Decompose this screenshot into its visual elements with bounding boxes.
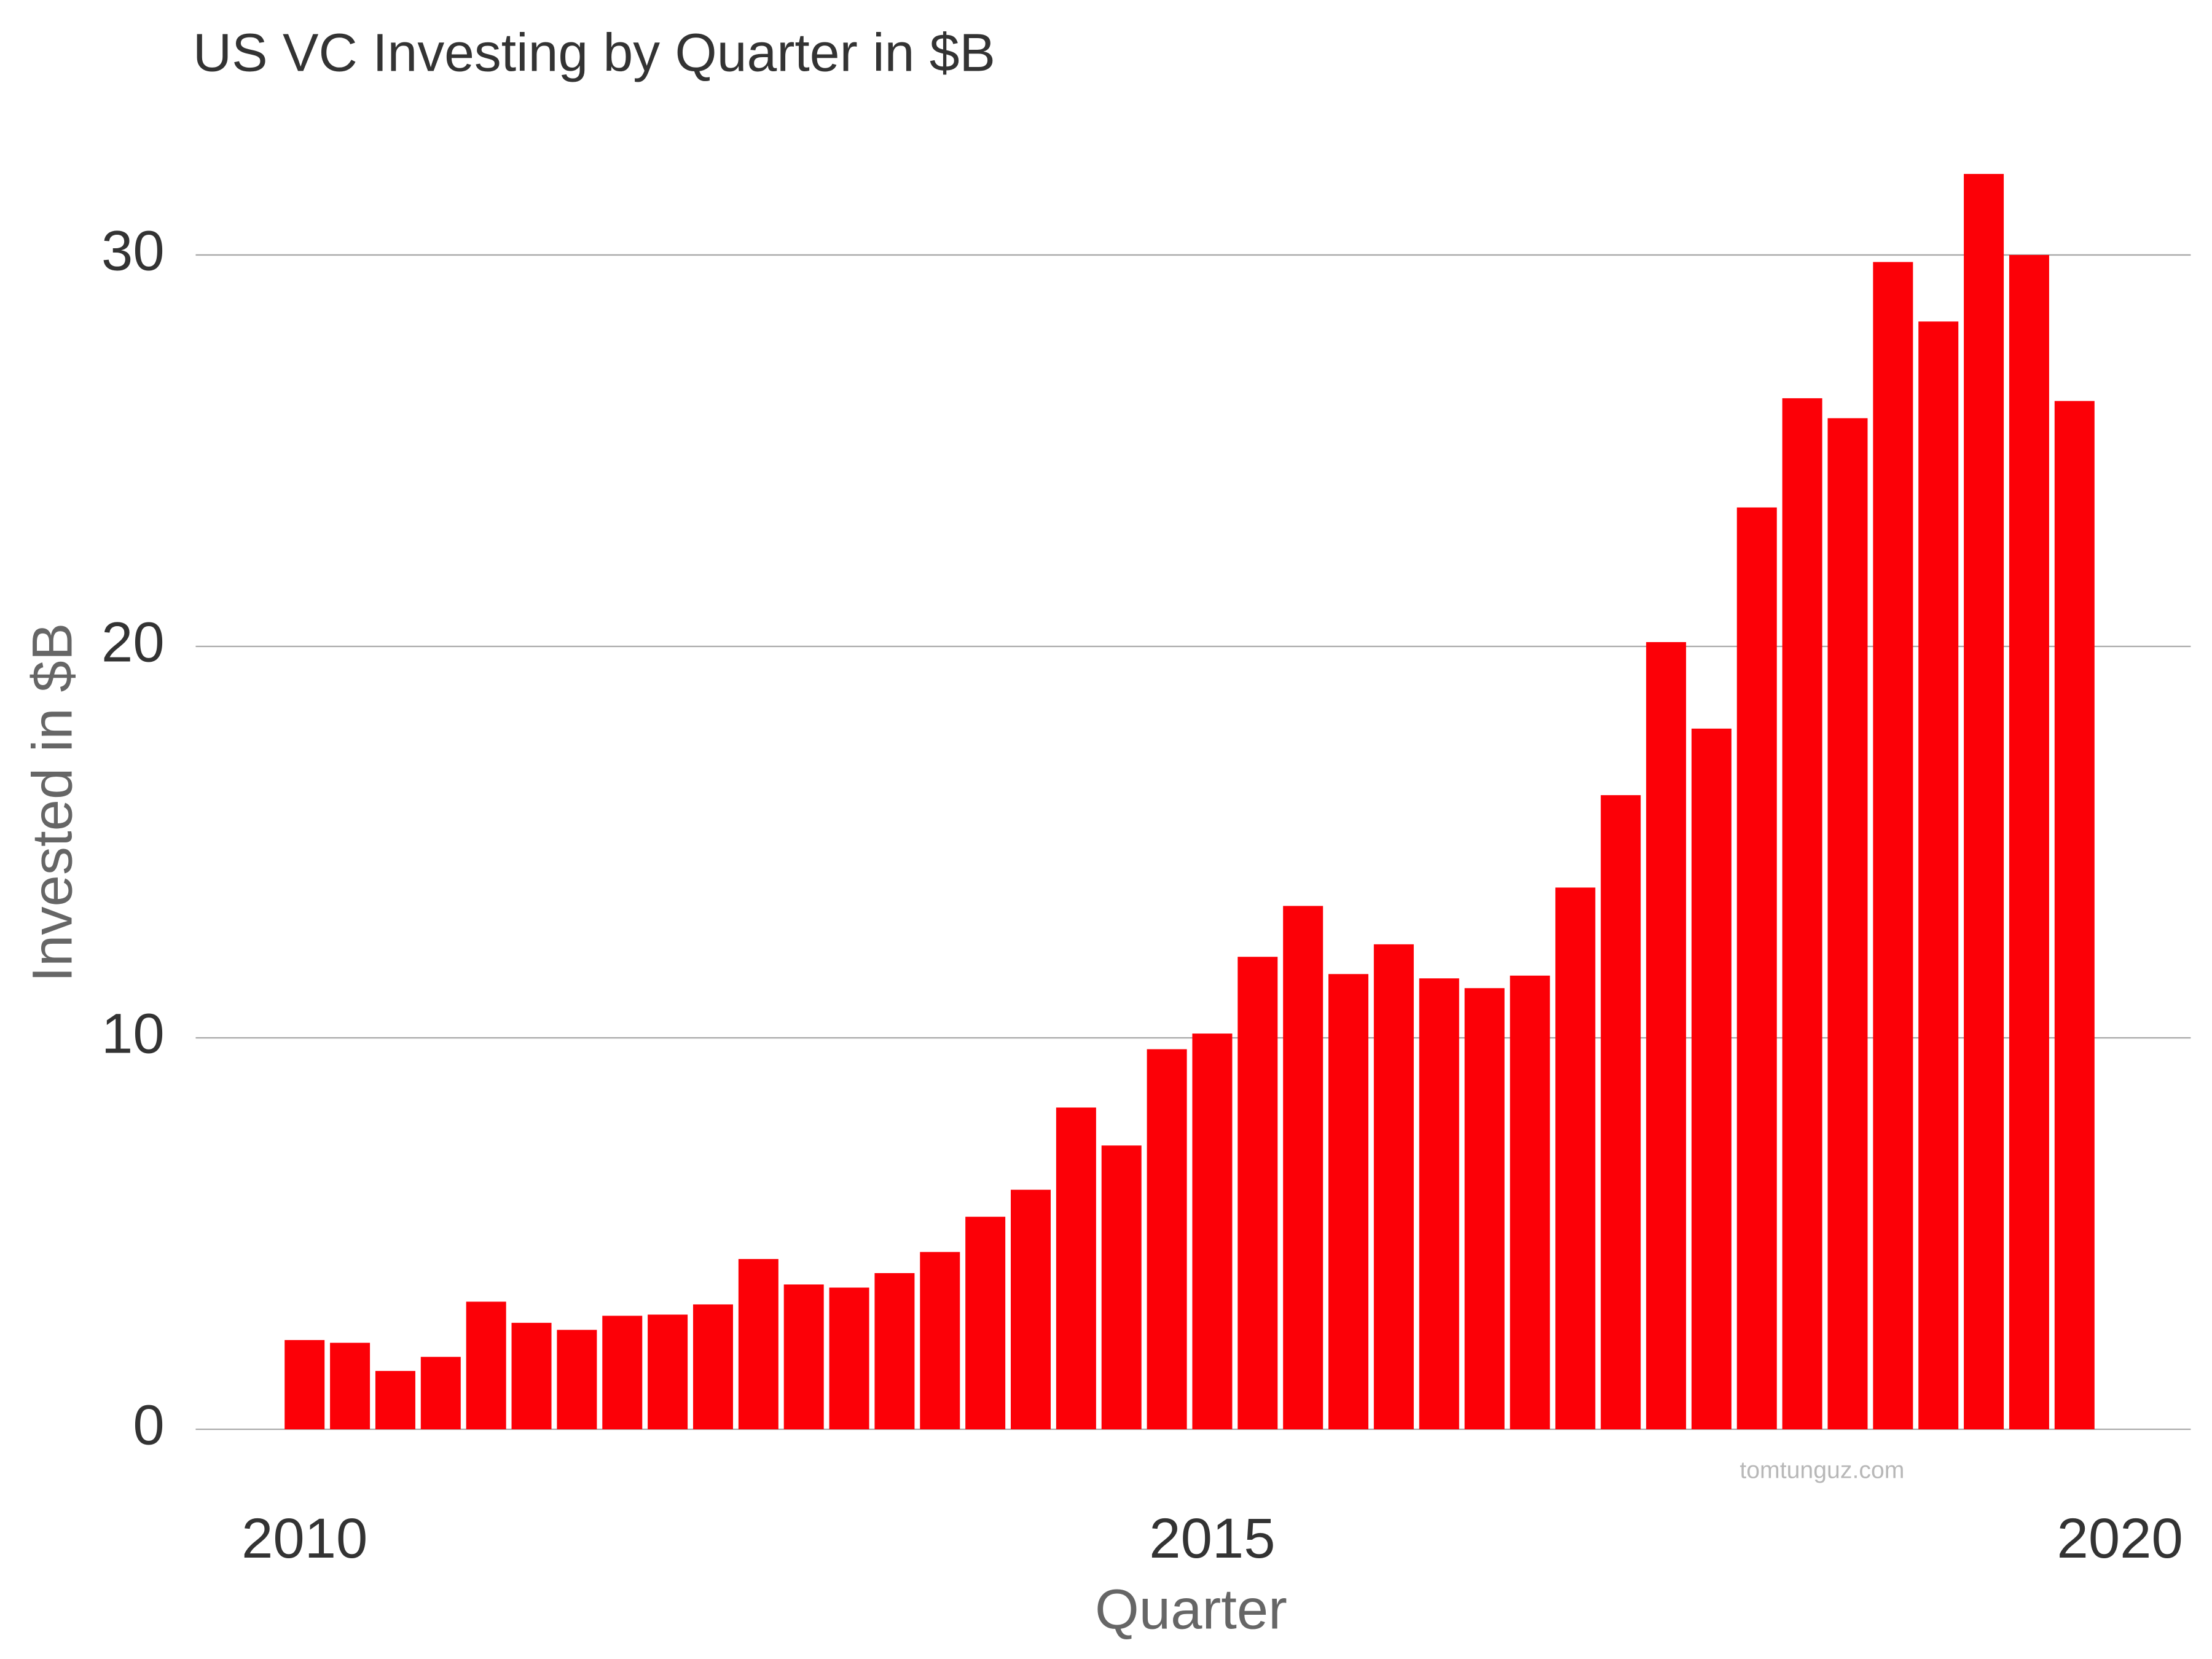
bar bbox=[738, 1259, 779, 1430]
x-tick-label: 2015 bbox=[1149, 1506, 1275, 1570]
bar bbox=[1782, 398, 1822, 1430]
bar bbox=[330, 1343, 371, 1430]
bar bbox=[2009, 254, 2049, 1430]
bar bbox=[602, 1316, 643, 1430]
bar bbox=[1056, 1107, 1096, 1430]
bar bbox=[1691, 728, 1732, 1430]
bar bbox=[1873, 262, 1913, 1430]
y-axis-label: Invested in $B bbox=[20, 623, 84, 982]
chart-title: US VC Investing by Quarter in $B bbox=[193, 22, 995, 82]
x-tick-label: 2020 bbox=[2057, 1506, 2183, 1570]
x-axis-label: Quarter bbox=[1095, 1577, 1287, 1641]
bar bbox=[284, 1339, 325, 1430]
bar bbox=[965, 1217, 1006, 1430]
bar bbox=[1555, 887, 1596, 1430]
bar bbox=[1419, 978, 1459, 1430]
bar bbox=[511, 1322, 552, 1430]
bar bbox=[1964, 174, 2004, 1430]
bar bbox=[1101, 1145, 1142, 1430]
bar bbox=[1736, 507, 1777, 1430]
bar bbox=[420, 1357, 461, 1430]
bar bbox=[920, 1252, 960, 1430]
bar bbox=[1601, 795, 1641, 1430]
bar bbox=[692, 1304, 733, 1430]
bar bbox=[648, 1314, 688, 1430]
bar bbox=[2054, 401, 2095, 1430]
bar bbox=[557, 1330, 597, 1430]
bar bbox=[783, 1284, 824, 1430]
bar bbox=[829, 1287, 869, 1430]
y-tick-label: 10 bbox=[101, 1001, 165, 1065]
bar bbox=[1283, 906, 1324, 1430]
bar bbox=[1646, 642, 1687, 1430]
watermark: tomtunguz.com bbox=[1739, 1457, 1904, 1484]
x-tick-label: 2010 bbox=[241, 1506, 367, 1570]
bar bbox=[1147, 1049, 1187, 1430]
y-tick-label: 30 bbox=[101, 218, 165, 282]
bar bbox=[1237, 957, 1278, 1430]
bar bbox=[1011, 1190, 1051, 1430]
y-tick-label: 20 bbox=[101, 610, 165, 673]
bar bbox=[1192, 1033, 1233, 1430]
bar bbox=[1464, 988, 1505, 1430]
bar bbox=[1918, 321, 1959, 1430]
bar bbox=[1827, 418, 1868, 1430]
y-tick-label: 0 bbox=[133, 1393, 164, 1457]
bar bbox=[375, 1371, 415, 1430]
bar bbox=[1510, 975, 1550, 1430]
bar bbox=[466, 1301, 506, 1430]
bar bbox=[874, 1273, 915, 1430]
bar bbox=[1328, 974, 1369, 1430]
bar bbox=[1373, 944, 1414, 1430]
